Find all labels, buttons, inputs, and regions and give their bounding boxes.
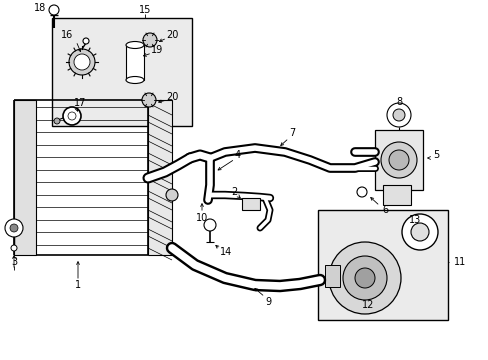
- Circle shape: [401, 214, 437, 250]
- Bar: [374, 130, 422, 190]
- Circle shape: [63, 107, 81, 125]
- Text: 1: 1: [75, 280, 81, 290]
- Text: 11: 11: [453, 257, 465, 267]
- Text: 5: 5: [432, 150, 438, 160]
- Circle shape: [5, 219, 23, 237]
- Circle shape: [83, 38, 89, 44]
- Text: 20: 20: [165, 92, 178, 102]
- Bar: [14, 100, 36, 255]
- Bar: [52, 18, 192, 126]
- Text: 18: 18: [34, 3, 46, 13]
- Bar: [317, 210, 447, 320]
- Circle shape: [68, 112, 76, 120]
- Text: 4: 4: [234, 150, 241, 160]
- Circle shape: [380, 142, 416, 178]
- Text: 9: 9: [264, 297, 270, 307]
- Ellipse shape: [126, 77, 143, 84]
- Circle shape: [10, 224, 18, 232]
- Text: 14: 14: [220, 247, 232, 257]
- Text: 8: 8: [395, 97, 401, 107]
- Text: 13: 13: [408, 215, 420, 225]
- Circle shape: [142, 33, 157, 47]
- Circle shape: [342, 256, 386, 300]
- Text: 17: 17: [74, 98, 86, 108]
- Text: 16: 16: [61, 30, 73, 40]
- Circle shape: [69, 49, 95, 75]
- Circle shape: [410, 223, 428, 241]
- Circle shape: [386, 103, 410, 127]
- Circle shape: [203, 219, 216, 231]
- Bar: [242, 198, 260, 210]
- Circle shape: [142, 93, 156, 107]
- Text: 20: 20: [165, 30, 178, 40]
- Circle shape: [356, 187, 366, 197]
- Circle shape: [354, 268, 374, 288]
- Circle shape: [392, 109, 404, 121]
- Circle shape: [49, 5, 59, 15]
- Circle shape: [11, 245, 17, 251]
- Text: 19: 19: [151, 45, 163, 55]
- Text: 6: 6: [381, 205, 387, 215]
- Bar: [148, 100, 172, 255]
- Text: 3: 3: [11, 257, 17, 267]
- Circle shape: [74, 54, 90, 70]
- Text: 15: 15: [139, 5, 151, 15]
- Circle shape: [54, 118, 60, 124]
- Bar: [325, 265, 339, 287]
- Text: 12: 12: [361, 300, 373, 310]
- Text: 10: 10: [196, 213, 208, 223]
- Circle shape: [328, 242, 400, 314]
- Circle shape: [165, 189, 178, 201]
- Bar: [382, 185, 410, 205]
- Text: 7: 7: [288, 128, 295, 138]
- Bar: [126, 45, 143, 80]
- Text: 2: 2: [230, 187, 237, 197]
- Ellipse shape: [126, 41, 143, 49]
- Circle shape: [388, 150, 408, 170]
